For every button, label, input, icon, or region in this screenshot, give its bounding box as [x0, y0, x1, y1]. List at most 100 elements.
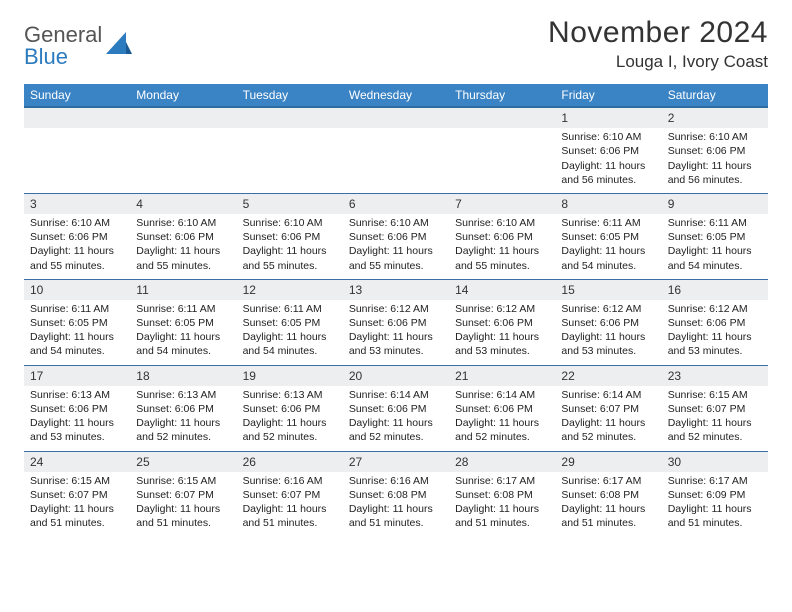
daylight-line2: and 51 minutes. [243, 516, 337, 530]
sunrise-line: Sunrise: 6:10 AM [136, 216, 230, 230]
sunset-line: Sunset: 6:07 PM [136, 488, 230, 502]
daylight-line2: and 51 minutes. [455, 516, 549, 530]
sunset-line: Sunset: 6:07 PM [243, 488, 337, 502]
daylight-line1: Daylight: 11 hours [349, 244, 443, 258]
day-number [343, 107, 449, 128]
daylight-line2: and 55 minutes. [30, 259, 124, 273]
sunrise-line: Sunrise: 6:13 AM [243, 388, 337, 402]
month-title: November 2024 [548, 16, 768, 50]
day-number: 9 [662, 193, 768, 214]
daylight-line1: Daylight: 11 hours [455, 416, 549, 430]
day-details: Sunrise: 6:17 AMSunset: 6:08 PMDaylight:… [555, 472, 661, 537]
sunrise-line: Sunrise: 6:17 AM [668, 474, 762, 488]
sunset-line: Sunset: 6:06 PM [30, 230, 124, 244]
daylight-line2: and 52 minutes. [243, 430, 337, 444]
day-number [237, 107, 343, 128]
daylight-line2: and 53 minutes. [455, 344, 549, 358]
day-header: Friday [555, 84, 661, 107]
day-number: 17 [24, 365, 130, 386]
sunrise-line: Sunrise: 6:10 AM [561, 130, 655, 144]
day-number: 7 [449, 193, 555, 214]
daylight-line2: and 52 minutes. [136, 430, 230, 444]
day-number: 6 [343, 193, 449, 214]
day-details: Sunrise: 6:10 AMSunset: 6:06 PMDaylight:… [343, 214, 449, 279]
sunset-line: Sunset: 6:06 PM [668, 316, 762, 330]
daylight-line1: Daylight: 11 hours [30, 244, 124, 258]
sunset-line: Sunset: 6:05 PM [136, 316, 230, 330]
day-details: Sunrise: 6:15 AMSunset: 6:07 PMDaylight:… [130, 472, 236, 537]
daylight-line2: and 52 minutes. [668, 430, 762, 444]
day-number: 20 [343, 365, 449, 386]
day-details: Sunrise: 6:14 AMSunset: 6:06 PMDaylight:… [449, 386, 555, 451]
day-details: Sunrise: 6:13 AMSunset: 6:06 PMDaylight:… [237, 386, 343, 451]
daylight-line2: and 55 minutes. [455, 259, 549, 273]
calendar-body: 12 Sunrise: 6:10 AMSunset: 6:06 PMDaylig… [24, 107, 768, 536]
sunrise-line: Sunrise: 6:10 AM [30, 216, 124, 230]
day-details: Sunrise: 6:14 AMSunset: 6:06 PMDaylight:… [343, 386, 449, 451]
daylight-line1: Daylight: 11 hours [668, 416, 762, 430]
calendar-page: General Blue November 2024 Louga I, Ivor… [0, 0, 792, 552]
daylight-line2: and 54 minutes. [136, 344, 230, 358]
day-details: Sunrise: 6:11 AMSunset: 6:05 PMDaylight:… [237, 300, 343, 365]
daylight-line1: Daylight: 11 hours [136, 330, 230, 344]
day-number: 2 [662, 107, 768, 128]
daylight-line1: Daylight: 11 hours [30, 502, 124, 516]
day-details: Sunrise: 6:10 AMSunset: 6:06 PMDaylight:… [555, 128, 661, 193]
sunrise-line: Sunrise: 6:11 AM [668, 216, 762, 230]
daylight-line2: and 54 minutes. [30, 344, 124, 358]
sunrise-line: Sunrise: 6:16 AM [349, 474, 443, 488]
sunset-line: Sunset: 6:06 PM [136, 402, 230, 416]
day-number: 22 [555, 365, 661, 386]
day-details [237, 128, 343, 193]
sunrise-line: Sunrise: 6:10 AM [349, 216, 443, 230]
daylight-line1: Daylight: 11 hours [561, 502, 655, 516]
sunset-line: Sunset: 6:06 PM [561, 144, 655, 158]
day-details: Sunrise: 6:14 AMSunset: 6:07 PMDaylight:… [555, 386, 661, 451]
day-number: 10 [24, 279, 130, 300]
day-number: 3 [24, 193, 130, 214]
day-header: Saturday [662, 84, 768, 107]
sunset-line: Sunset: 6:07 PM [668, 402, 762, 416]
daylight-line2: and 55 minutes. [349, 259, 443, 273]
daylight-line1: Daylight: 11 hours [136, 502, 230, 516]
daylight-line2: and 51 minutes. [136, 516, 230, 530]
sunset-line: Sunset: 6:06 PM [561, 316, 655, 330]
daylight-line2: and 53 minutes. [668, 344, 762, 358]
sunrise-line: Sunrise: 6:14 AM [349, 388, 443, 402]
sail-icon [106, 32, 132, 54]
daylight-line1: Daylight: 11 hours [668, 502, 762, 516]
sunrise-line: Sunrise: 6:17 AM [455, 474, 549, 488]
sunrise-line: Sunrise: 6:10 AM [243, 216, 337, 230]
day-details [130, 128, 236, 193]
sunset-line: Sunset: 6:07 PM [30, 488, 124, 502]
daynum-row: 12 [24, 107, 768, 128]
sunset-line: Sunset: 6:06 PM [30, 402, 124, 416]
daylight-line1: Daylight: 11 hours [349, 416, 443, 430]
day-details: Sunrise: 6:12 AMSunset: 6:06 PMDaylight:… [343, 300, 449, 365]
daylight-line1: Daylight: 11 hours [668, 330, 762, 344]
sunrise-line: Sunrise: 6:15 AM [30, 474, 124, 488]
day-header: Thursday [449, 84, 555, 107]
day-number: 5 [237, 193, 343, 214]
sunset-line: Sunset: 6:08 PM [349, 488, 443, 502]
day-details: Sunrise: 6:12 AMSunset: 6:06 PMDaylight:… [555, 300, 661, 365]
day-details: Sunrise: 6:15 AMSunset: 6:07 PMDaylight:… [662, 386, 768, 451]
day-number: 11 [130, 279, 236, 300]
day-details: Sunrise: 6:10 AMSunset: 6:06 PMDaylight:… [662, 128, 768, 193]
day-details: Sunrise: 6:12 AMSunset: 6:06 PMDaylight:… [662, 300, 768, 365]
detail-row: Sunrise: 6:10 AMSunset: 6:06 PMDaylight:… [24, 214, 768, 279]
day-details: Sunrise: 6:11 AMSunset: 6:05 PMDaylight:… [662, 214, 768, 279]
detail-row: Sunrise: 6:13 AMSunset: 6:06 PMDaylight:… [24, 386, 768, 451]
day-details [343, 128, 449, 193]
sunset-line: Sunset: 6:06 PM [455, 402, 549, 416]
day-number: 19 [237, 365, 343, 386]
daylight-line1: Daylight: 11 hours [668, 244, 762, 258]
day-number: 14 [449, 279, 555, 300]
sunset-line: Sunset: 6:06 PM [243, 230, 337, 244]
daylight-line2: and 52 minutes. [349, 430, 443, 444]
sunrise-line: Sunrise: 6:11 AM [243, 302, 337, 316]
sunset-line: Sunset: 6:08 PM [455, 488, 549, 502]
day-header: Monday [130, 84, 236, 107]
day-details: Sunrise: 6:11 AMSunset: 6:05 PMDaylight:… [24, 300, 130, 365]
daylight-line2: and 52 minutes. [455, 430, 549, 444]
